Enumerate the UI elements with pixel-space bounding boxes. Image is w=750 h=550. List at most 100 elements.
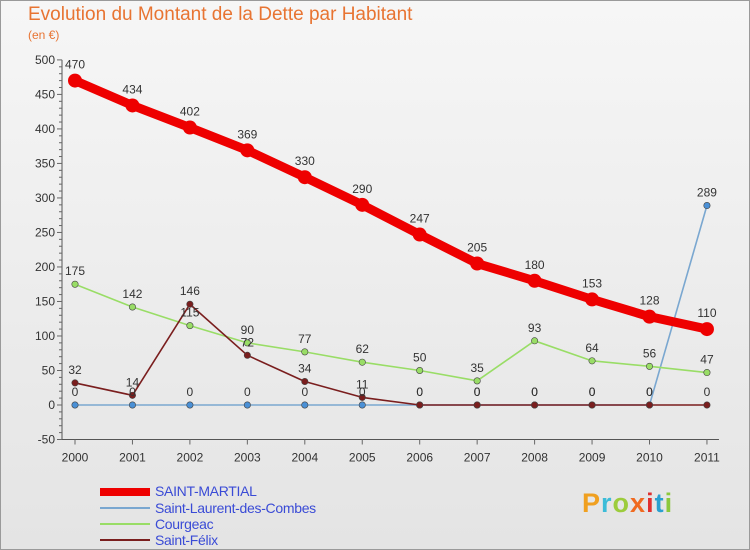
legend-swatch-saint-felix [100, 539, 150, 541]
series-line-2 [74, 283, 708, 382]
data-point [128, 401, 136, 409]
data-label: 0 [589, 385, 596, 399]
data-label: 247 [410, 212, 430, 226]
data-label: 0 [474, 385, 481, 399]
chart-title: Evolution du Montant de la Dette par Hab… [28, 4, 413, 25]
data-point [645, 401, 653, 409]
data-label: 14 [126, 375, 140, 389]
x-tick-label: 2003 [234, 451, 261, 465]
legend-swatch-saint-martial [100, 488, 150, 496]
data-point [531, 401, 539, 409]
data-label: 11 [356, 377, 369, 391]
data-label: 369 [237, 127, 257, 141]
y-tick-label: 500 [35, 53, 55, 67]
data-label: 175 [65, 264, 85, 278]
y-tick-label: 0 [48, 398, 55, 412]
x-tick-label: 2011 [694, 451, 720, 465]
data-point [68, 73, 82, 88]
x-tick-label: 2005 [349, 451, 376, 465]
data-label: 0 [187, 385, 194, 399]
legend-label-courgeac: Courgeac [155, 516, 214, 532]
data-label: 153 [582, 276, 602, 290]
data-label: 0 [244, 385, 251, 399]
y-tick-label: -50 [38, 433, 56, 447]
data-label: 0 [301, 385, 308, 399]
data-label: 34 [298, 362, 312, 376]
data-point [301, 401, 309, 409]
logo-letter: x [630, 488, 647, 518]
data-point [186, 300, 194, 308]
data-label: 47 [700, 353, 714, 367]
legend-item-courgeac: Courgeac [100, 516, 360, 533]
data-point [182, 120, 197, 135]
legend-item-saint-felix: Saint-Félix [100, 532, 360, 549]
data-label: 128 [639, 294, 659, 308]
data-label: 290 [352, 182, 372, 196]
data-point [128, 303, 136, 311]
data-label: 115 [180, 306, 199, 320]
data-point [588, 357, 596, 365]
data-point [297, 170, 312, 185]
proxiti-logo: Proxiti [582, 488, 673, 519]
y-tick-label: 450 [35, 87, 55, 101]
data-point [699, 322, 714, 337]
series-line-3 [74, 303, 708, 406]
data-point [125, 98, 140, 113]
y-tick-label: 400 [35, 122, 55, 136]
data-label: 0 [704, 385, 711, 399]
data-point [243, 401, 251, 409]
data-label: 32 [68, 363, 82, 377]
series-line-0 [70, 76, 712, 334]
data-point [531, 337, 539, 345]
data-label: 0 [531, 385, 538, 399]
chart-subtitle: (en €) [28, 28, 60, 42]
data-label: 0 [646, 385, 653, 399]
data-label: 72 [241, 335, 255, 349]
y-tick-label: 250 [35, 225, 55, 239]
data-point [473, 401, 481, 409]
logo-letter: t [654, 488, 665, 518]
x-tick-label: 2000 [62, 451, 89, 465]
data-point [301, 348, 309, 356]
logo-letter: i [664, 488, 674, 518]
logo-letter: o [612, 488, 631, 518]
data-label: 0 [416, 385, 423, 399]
logo-letter: P [582, 488, 602, 518]
data-point [355, 197, 370, 212]
data-point [358, 358, 366, 366]
legend-swatch-saint-laurent [100, 507, 150, 509]
x-tick-label: 2010 [636, 451, 663, 465]
data-point [703, 369, 711, 377]
x-tick-label: 2002 [177, 451, 204, 465]
data-label: 0 [72, 385, 79, 399]
data-point [703, 202, 711, 210]
y-tick-label: 150 [35, 294, 55, 308]
legend-item-saint-laurent: Saint-Laurent-des-Combes [100, 500, 360, 517]
data-label: 62 [356, 342, 370, 356]
data-point [71, 401, 79, 409]
y-tick-label: 300 [35, 191, 55, 205]
data-point [71, 280, 79, 288]
data-label: 146 [180, 284, 200, 298]
data-point [642, 309, 657, 324]
data-label: 110 [697, 306, 716, 320]
data-label: 0 [416, 385, 423, 399]
data-label: 180 [525, 258, 545, 272]
data-point [186, 322, 194, 330]
data-label: 289 [697, 186, 717, 200]
data-label: 77 [298, 332, 312, 346]
data-point [412, 227, 427, 242]
data-point [470, 256, 485, 271]
data-point [527, 273, 542, 288]
data-point [301, 378, 309, 386]
data-label: 0 [359, 385, 366, 399]
data-point [588, 401, 596, 409]
data-label: 142 [122, 287, 142, 301]
y-tick-label: 350 [35, 156, 55, 170]
data-point [416, 366, 424, 374]
data-point [186, 401, 194, 409]
data-point [71, 379, 79, 387]
data-label: 0 [646, 385, 653, 399]
